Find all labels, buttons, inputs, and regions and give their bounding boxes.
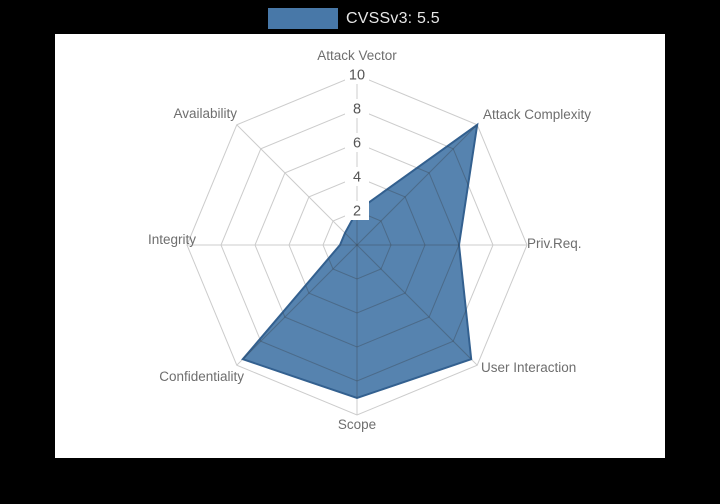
legend-swatch: [268, 8, 338, 29]
radial-tick-label: 8: [353, 102, 361, 118]
category-label: Priv.Req.: [527, 236, 582, 251]
radial-tick-label: 6: [353, 136, 361, 152]
category-labels: Attack Vector Attack Complexity Priv.Req. U…: [148, 48, 591, 432]
category-label: Availability: [173, 106, 237, 121]
category-label: Attack Vector: [317, 48, 397, 63]
legend[interactable]: CVSSv3: 5.5: [268, 8, 440, 29]
legend-label: CVSSv3: 5.5: [346, 9, 440, 27]
category-label: Attack Complexity: [483, 107, 591, 122]
category-label: Integrity: [148, 232, 196, 247]
category-label: Confidentiality: [159, 369, 244, 384]
series-polygon: [241, 122, 479, 400]
radial-tick-labels: 2 4 6 8 10: [345, 65, 369, 220]
radial-tick-label: 4: [353, 170, 361, 186]
category-label: Scope: [338, 417, 376, 432]
radial-tick-label: 10: [349, 68, 365, 84]
category-label: User Interaction: [481, 360, 576, 375]
radial-tick-label: 2: [353, 204, 361, 220]
